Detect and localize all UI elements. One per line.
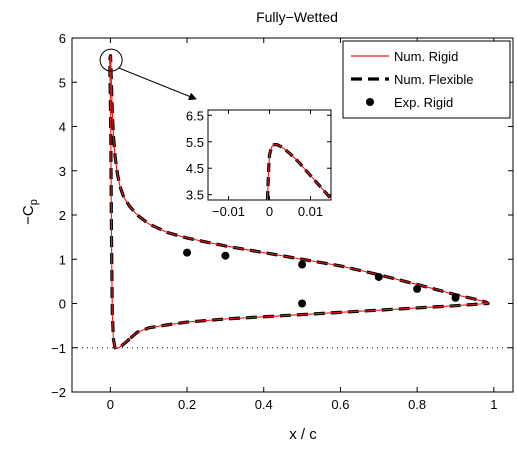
inset-y-tick-label: 4.5 xyxy=(186,161,204,176)
svg-text:−Cp: −Cp xyxy=(20,199,40,225)
y-tick-label: −2 xyxy=(51,385,66,400)
x-tick-label: 0.6 xyxy=(331,397,349,412)
y-axis-label: −Cp xyxy=(20,199,40,225)
exp-rigid-point xyxy=(221,251,230,260)
inset-y-tick-label: 5.5 xyxy=(186,135,204,150)
x-tick-label: 0.8 xyxy=(408,397,426,412)
zoom-circle xyxy=(99,48,123,72)
x-tick-label: 0.2 xyxy=(178,397,196,412)
x-tick-label: 1 xyxy=(490,397,497,412)
zoom-arrow xyxy=(118,67,197,101)
exp-rigid-point xyxy=(298,260,307,269)
legend-label: Exp. Rigid xyxy=(394,95,453,110)
x-tick-label: 0.4 xyxy=(255,397,273,412)
legend-swatch-exp xyxy=(366,98,374,106)
inset-x-tick-label: 0 xyxy=(266,204,273,219)
series-num-rigid xyxy=(109,55,489,350)
y-tick-label: 6 xyxy=(59,31,66,46)
y-tick-label: 3 xyxy=(59,164,66,179)
inset-plot: −0.01 0 0.01 3.5 4.5 5.5 6.5 xyxy=(186,108,333,219)
exp-rigid-point xyxy=(413,284,422,293)
legend-label: Num. Rigid xyxy=(394,49,458,64)
chart-title: Fully−Wetted xyxy=(256,9,338,25)
main-plot-area: 0 0.2 0.4 0.6 0.8 1 −2 −1 0 1 2 3 4 5 6 xyxy=(51,31,514,412)
y-axis-label-main: −C xyxy=(20,205,37,225)
inset-num-rigid xyxy=(266,143,332,201)
inset-x-tick-label: 0.01 xyxy=(298,204,323,219)
y-tick-label: 1 xyxy=(59,252,66,267)
exp-rigid-point xyxy=(374,272,383,281)
inset-y-tick-label: 3.5 xyxy=(186,188,204,203)
y-tick-label: 5 xyxy=(59,75,66,90)
inset-x-tick-label: −0.01 xyxy=(212,204,245,219)
legend: Num. Rigid Num. Flexible Exp. Rigid xyxy=(342,40,511,119)
y-tick-label: 0 xyxy=(59,297,66,312)
y-tick-label: −1 xyxy=(51,341,66,356)
x-axis-label: x / c xyxy=(289,426,317,443)
exp-rigid-point xyxy=(183,248,192,257)
legend-label: Num. Flexible xyxy=(394,72,473,87)
exp-rigid-point xyxy=(451,293,460,302)
y-axis-label-sub: p xyxy=(28,199,40,205)
exp-rigid-point xyxy=(298,299,307,308)
inset-y-tick-label: 6.5 xyxy=(186,108,204,123)
x-tick-label: 0 xyxy=(107,397,114,412)
y-tick-label: 2 xyxy=(59,208,66,223)
y-tick-label: 4 xyxy=(59,120,66,135)
